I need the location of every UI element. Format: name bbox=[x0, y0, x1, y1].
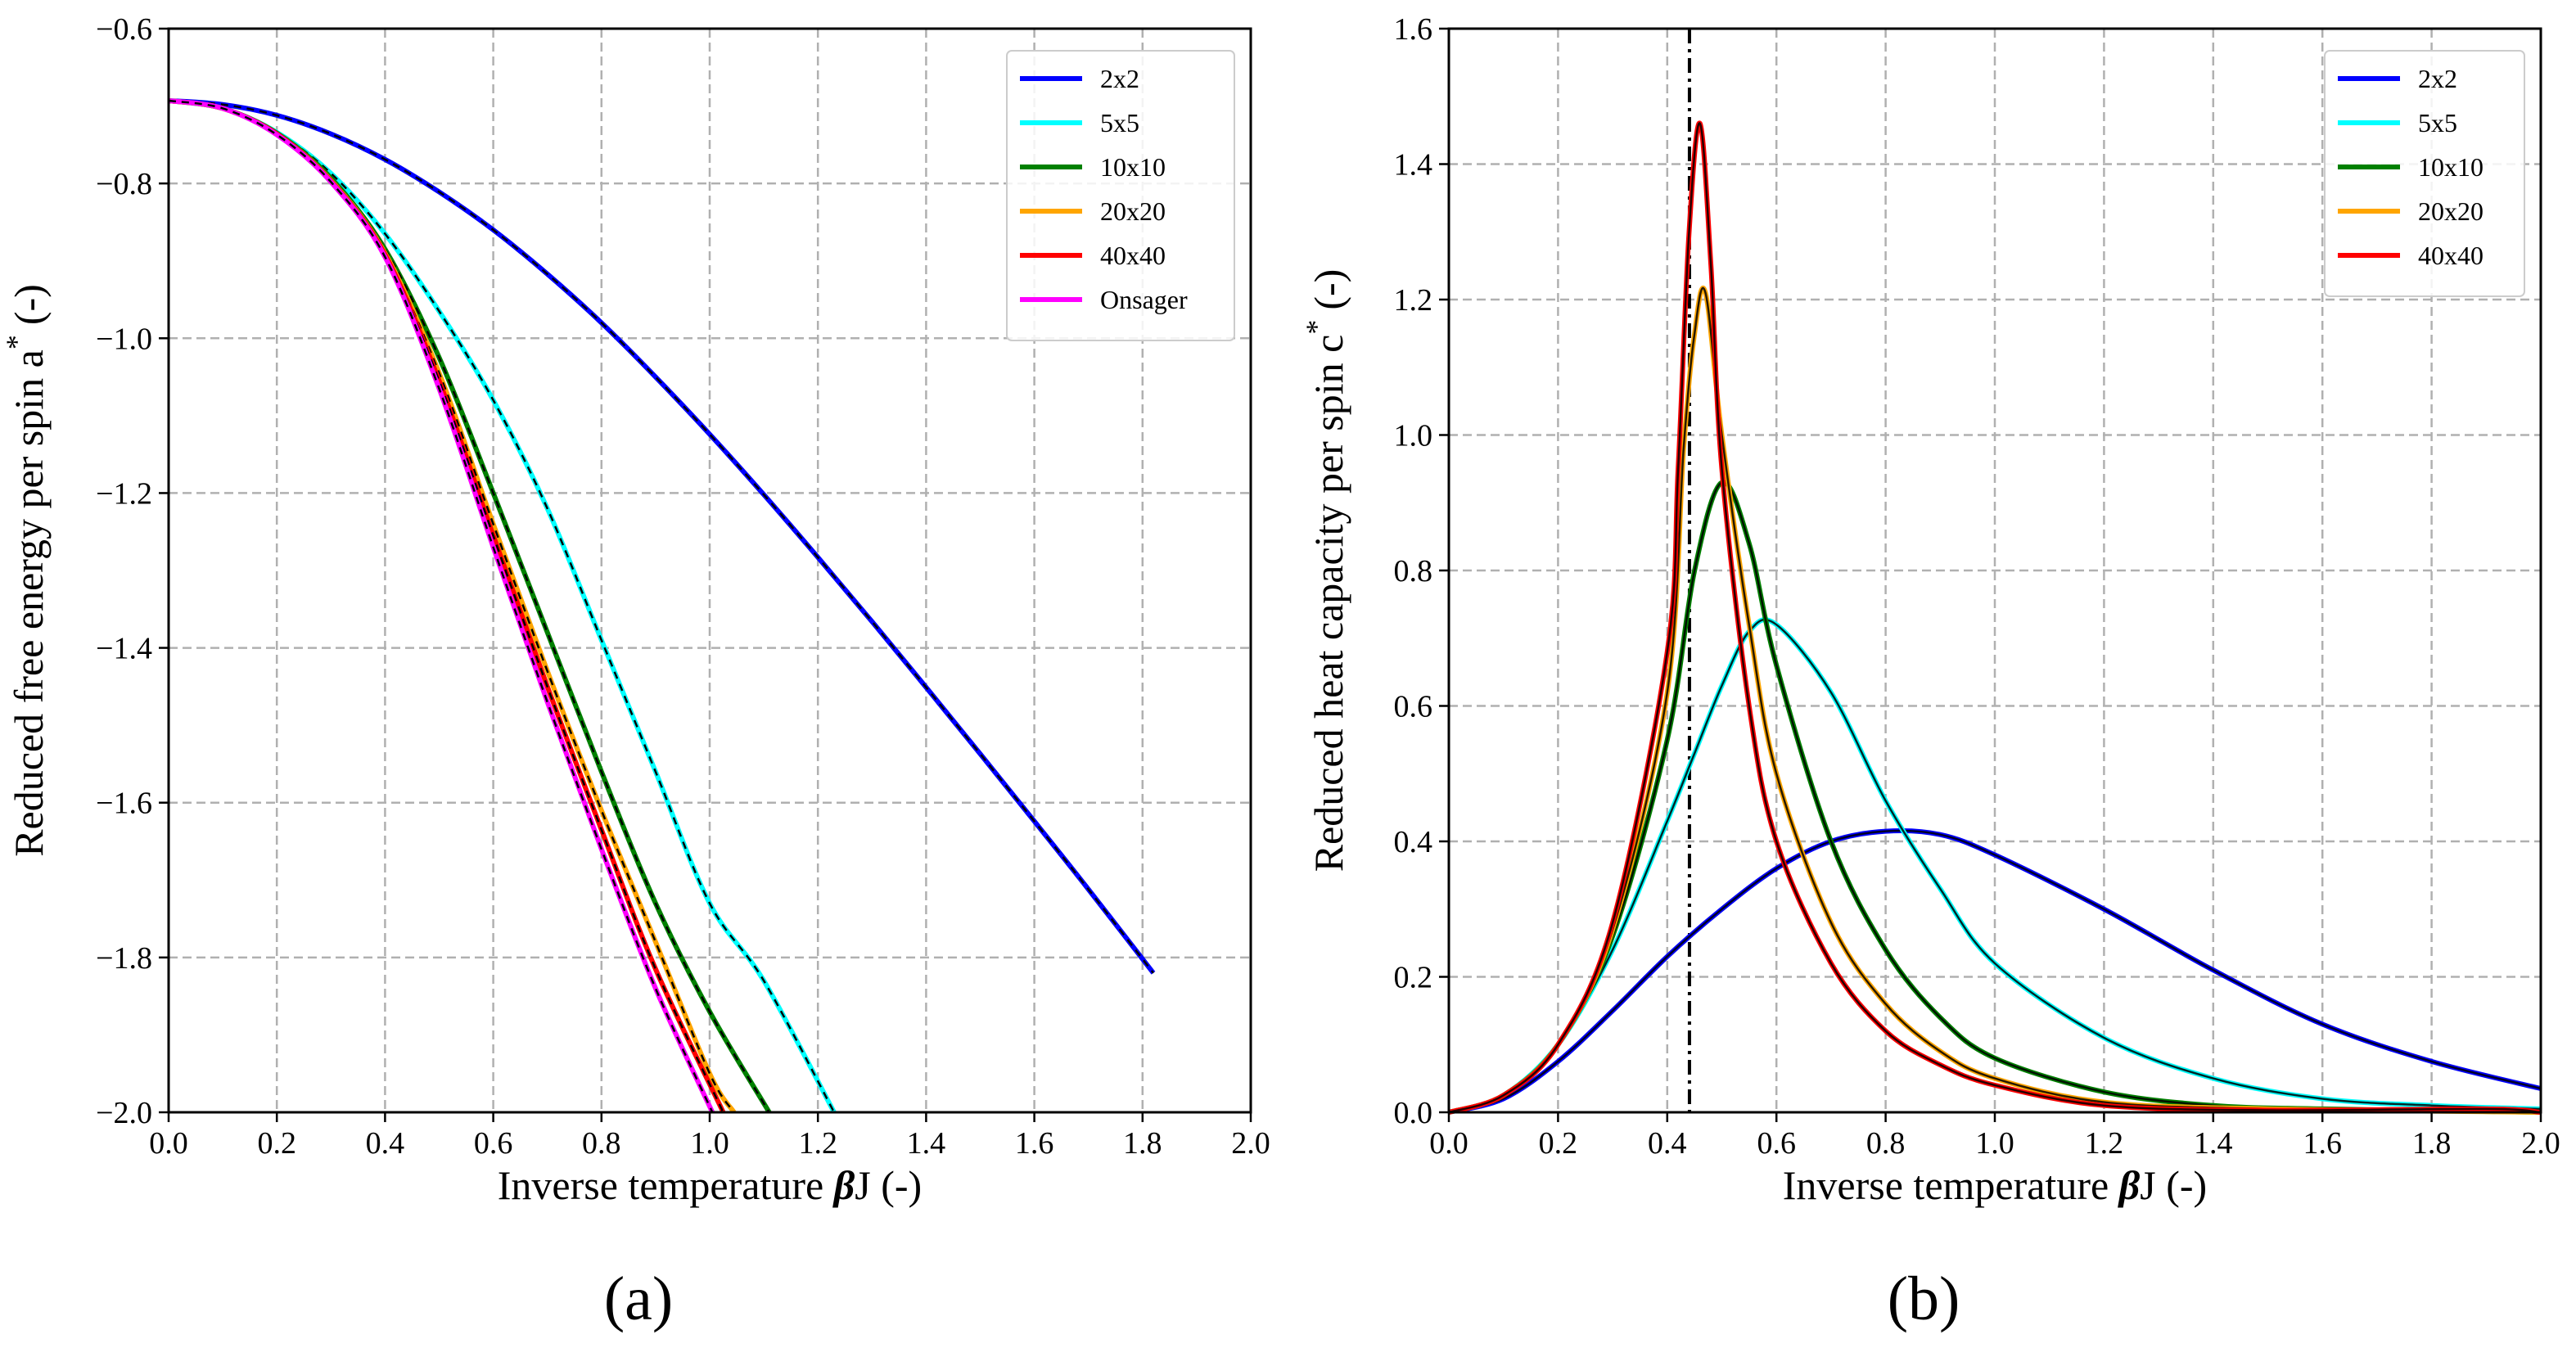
panel-a-ylabel: Reduced free energy per spin a*(-) bbox=[0, 284, 52, 857]
panel-b-ytick-label-6: 1.2 bbox=[1394, 283, 1433, 318]
panel-a-ytick-label-4: −1.2 bbox=[96, 476, 152, 511]
panel-b-xtick-label-9: 1.8 bbox=[2412, 1126, 2452, 1161]
panel-b-ytick-label-3: 0.6 bbox=[1394, 690, 1433, 724]
panel-a-ytick-label-7: −0.6 bbox=[96, 12, 152, 47]
panel-a-xtick-label-2: 0.4 bbox=[366, 1126, 405, 1161]
panel-b-xtick-label-3: 0.6 bbox=[1757, 1126, 1796, 1161]
panel-a-legend-label-20x20: 20x20 bbox=[1100, 196, 1166, 226]
panel-a-legend-label-10x10: 10x10 bbox=[1100, 152, 1166, 182]
panel-a-series bbox=[168, 98, 1156, 1114]
panel-a-reference-10x10 bbox=[168, 99, 770, 1113]
panel-a-series-2x2 bbox=[168, 98, 1156, 975]
panel-a-ytick-label-1: −1.8 bbox=[96, 941, 152, 976]
panel-a-xtick-label-3: 0.6 bbox=[474, 1126, 513, 1161]
panel-a-legend-label-5x5: 5x5 bbox=[1100, 108, 1139, 138]
panel-a-legend-label-2x2: 2x2 bbox=[1100, 64, 1139, 93]
panel-a: 0.0 0.2 0.4 0.6 0.8 1.0 1.2 1.4 1.6 1.8 2.0 −2.0 −1.… bbox=[0, 12, 1270, 1333]
panel-b-ytick-label-5: 1.0 bbox=[1394, 419, 1433, 453]
panel-a-ticks: 0.0 0.2 0.4 0.6 0.8 1.0 1.2 1.4 1.6 1.8 2.0 −2.0 −1.… bbox=[96, 12, 1270, 1161]
panel-a-series-10x10 bbox=[168, 98, 772, 1114]
panel-a-label: (a) bbox=[604, 1265, 673, 1333]
panel-b-reference-20x20 bbox=[1448, 286, 2542, 1114]
panel-a-series-5x5 bbox=[168, 98, 837, 1114]
panel-a-reference-5x5 bbox=[168, 99, 836, 1113]
panel-a-reference-40x40 bbox=[168, 99, 724, 1113]
panel-a-xlabel: Inverse temperature βJ (-) bbox=[498, 1162, 922, 1208]
panel-b-ytick-label-0: 0.0 bbox=[1394, 1096, 1433, 1130]
panel-b-xtick-label-10: 2.0 bbox=[2521, 1126, 2560, 1161]
panel-a-ytick-label-6: −0.8 bbox=[96, 167, 152, 201]
panel-b: 0.0 0.2 0.4 0.6 0.8 1.0 1.2 1.4 1.6 1.8 2.0 0.0 0.2 0… bbox=[1300, 12, 2560, 1333]
panel-b-legend-box bbox=[2324, 50, 2525, 297]
panel-a-series-20x20 bbox=[168, 98, 737, 1114]
panel-a-reference-onsager bbox=[168, 99, 714, 1113]
panel-b-legend: 2x2 5x5 10x10 20x20 40x40 bbox=[2324, 50, 2525, 297]
panel-b-label: (b) bbox=[1888, 1265, 1960, 1333]
panel-a-legend-label-40x40: 40x40 bbox=[1100, 241, 1166, 270]
panel-a-ytick-label-0: −2.0 bbox=[96, 1096, 152, 1130]
panel-b-legend-label-2x2: 2x2 bbox=[2418, 64, 2457, 93]
panel-b-ytick-label-2: 0.4 bbox=[1394, 825, 1433, 859]
panel-a-ytick-label-2: −1.6 bbox=[96, 787, 152, 821]
panel-a-reference-20x20 bbox=[168, 99, 735, 1113]
panel-a-legend-label-onsager: Onsager bbox=[1100, 285, 1188, 314]
panel-a-ytick-label-5: −1.0 bbox=[96, 322, 152, 356]
panel-b-legend-label-40x40: 40x40 bbox=[2418, 241, 2484, 270]
panel-a-xtick-label-4: 0.8 bbox=[582, 1126, 621, 1161]
panel-a-xtick-label-0: 0.0 bbox=[149, 1126, 188, 1161]
panel-a-xtick-label-10: 2.0 bbox=[1231, 1126, 1270, 1161]
panel-a-legend: 2x2 5x5 10x10 20x20 40x40 Onsager bbox=[1006, 50, 1235, 341]
panel-b-xtick-label-4: 0.8 bbox=[1866, 1126, 1906, 1161]
panel-a-xtick-label-7: 1.4 bbox=[907, 1126, 946, 1161]
panel-b-reference-40x40 bbox=[1448, 122, 2542, 1114]
panel-b-legend-label-20x20: 20x20 bbox=[2418, 196, 2484, 226]
panel-a-xtick-label-9: 1.8 bbox=[1123, 1126, 1162, 1161]
panel-b-xtick-label-7: 1.4 bbox=[2194, 1126, 2233, 1161]
panel-b-ytick-label-1: 0.2 bbox=[1394, 961, 1433, 995]
panel-b-xlabel: Inverse temperature βJ (-) bbox=[1783, 1162, 2207, 1208]
panel-a-reference-2x2 bbox=[168, 99, 1154, 974]
panel-b-xtick-label-6: 1.2 bbox=[2085, 1126, 2124, 1161]
panel-b-ytick-label-4: 0.8 bbox=[1394, 554, 1433, 588]
panel-a-ytick-label-3: −1.4 bbox=[96, 632, 152, 666]
panel-b-xtick-label-8: 1.6 bbox=[2303, 1126, 2342, 1161]
panel-a-xtick-label-5: 1.0 bbox=[690, 1126, 729, 1161]
panel-a-series-40x40 bbox=[168, 98, 726, 1114]
panel-b-ytick-label-7: 1.4 bbox=[1394, 148, 1433, 183]
panel-b-ylabel: Reduced heat capacity per spin c*(-) bbox=[1300, 269, 1351, 872]
panel-b-legend-label-10x10: 10x10 bbox=[2418, 152, 2484, 182]
panel-b-xtick-label-5: 1.0 bbox=[1975, 1126, 2014, 1161]
panel-b-xtick-label-1: 0.2 bbox=[1539, 1126, 1578, 1161]
panel-b-ticks: 0.0 0.2 0.4 0.6 0.8 1.0 1.2 1.4 1.6 1.8 2.0 0.0 0.2 0… bbox=[1394, 12, 2560, 1161]
panel-a-xtick-label-8: 1.6 bbox=[1015, 1126, 1054, 1161]
panel-b-ytick-label-8: 1.6 bbox=[1394, 12, 1433, 47]
panel-b-xtick-label-0: 0.0 bbox=[1429, 1126, 1468, 1161]
panel-b-series-2x2 bbox=[1448, 827, 2542, 1115]
panel-b-legend-label-5x5: 5x5 bbox=[2418, 108, 2457, 138]
panel-a-xtick-label-1: 0.2 bbox=[257, 1126, 296, 1161]
panel-a-xtick-label-6: 1.2 bbox=[798, 1126, 837, 1161]
panel-b-xtick-label-2: 0.4 bbox=[1648, 1126, 1687, 1161]
panel-a-series-onsager bbox=[168, 98, 715, 1114]
panel-b-reference-2x2 bbox=[1448, 829, 2542, 1114]
panel-b-series bbox=[1448, 120, 2542, 1115]
panel-b-reference-5x5 bbox=[1448, 618, 2542, 1114]
